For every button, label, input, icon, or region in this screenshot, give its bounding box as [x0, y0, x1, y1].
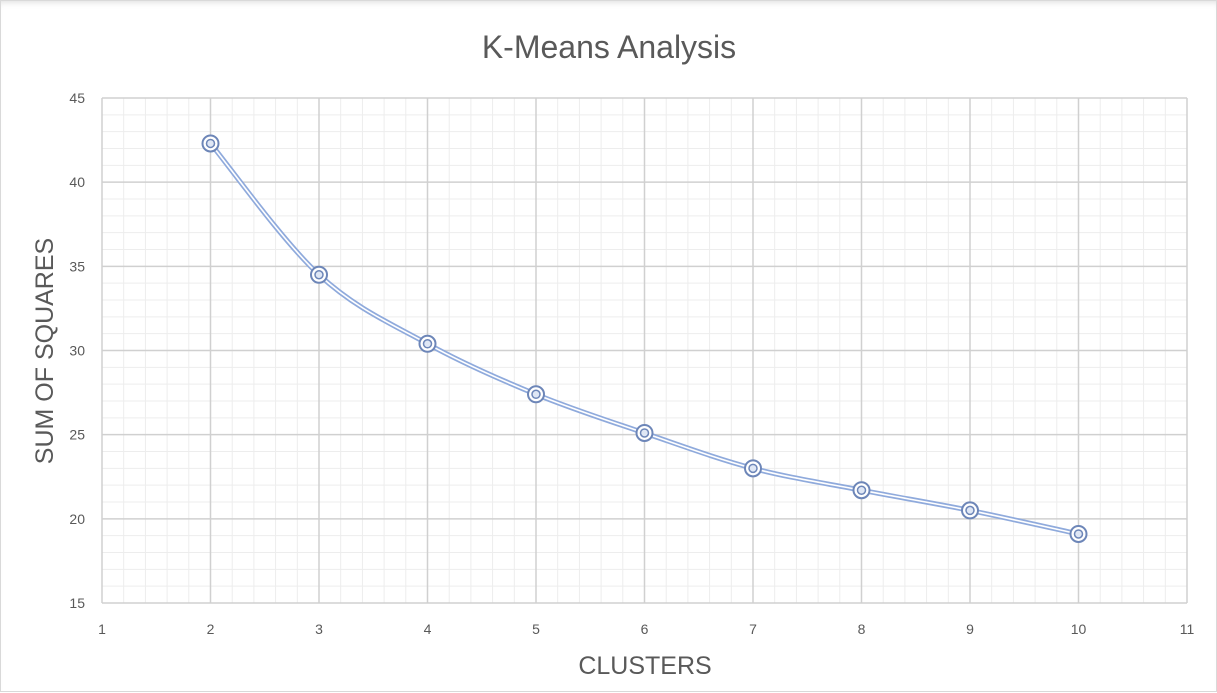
y-tick-label: 20	[69, 511, 85, 527]
chart-title: K-Means Analysis	[482, 29, 736, 65]
x-tick-label: 2	[207, 621, 215, 637]
data-point-core	[1073, 529, 1084, 539]
x-tick-label: 6	[641, 621, 649, 637]
data-point-core	[422, 339, 433, 349]
data-point-core	[856, 485, 867, 495]
x-tick-label: 10	[1071, 621, 1087, 637]
data-point	[852, 481, 871, 500]
data-point	[418, 334, 437, 353]
x-tick-label: 11	[1180, 621, 1195, 637]
data-point	[744, 459, 762, 478]
y-tick-label: 25	[69, 427, 85, 443]
y-tick-label: 45	[69, 90, 85, 106]
x-axis-title: CLUSTERS	[578, 652, 711, 680]
data-point-core	[639, 428, 650, 438]
series-line-inner	[209, 142, 1080, 535]
series-line	[208, 140, 1081, 537]
x-tick-label: 9	[966, 621, 974, 637]
y-axis-title: SUM OF SQUARES	[31, 238, 59, 464]
x-tick-label: 4	[424, 621, 432, 637]
x-tick-label: 7	[749, 621, 757, 637]
data-point-core	[748, 463, 758, 474]
x-tick-label: 8	[858, 621, 866, 637]
data-point-core	[531, 389, 541, 400]
x-tick-label: 3	[315, 621, 323, 637]
grid	[101, 97, 1188, 604]
data-point	[527, 385, 545, 404]
x-tick-label: 5	[532, 621, 540, 637]
markers	[201, 134, 1088, 543]
y-tick-label: 15	[69, 595, 85, 611]
data-point	[961, 501, 979, 520]
data-point	[635, 423, 654, 442]
x-tick-label: 1	[98, 621, 106, 637]
data-point-core	[205, 138, 216, 149]
data-point-core	[965, 505, 975, 516]
y-tick-label: 35	[69, 258, 85, 274]
data-point	[310, 265, 328, 284]
y-tick-label: 40	[69, 174, 85, 190]
data-point-core	[314, 270, 324, 280]
data-point	[1069, 524, 1088, 543]
data-point	[201, 134, 220, 153]
y-tick-label: 30	[69, 343, 85, 359]
